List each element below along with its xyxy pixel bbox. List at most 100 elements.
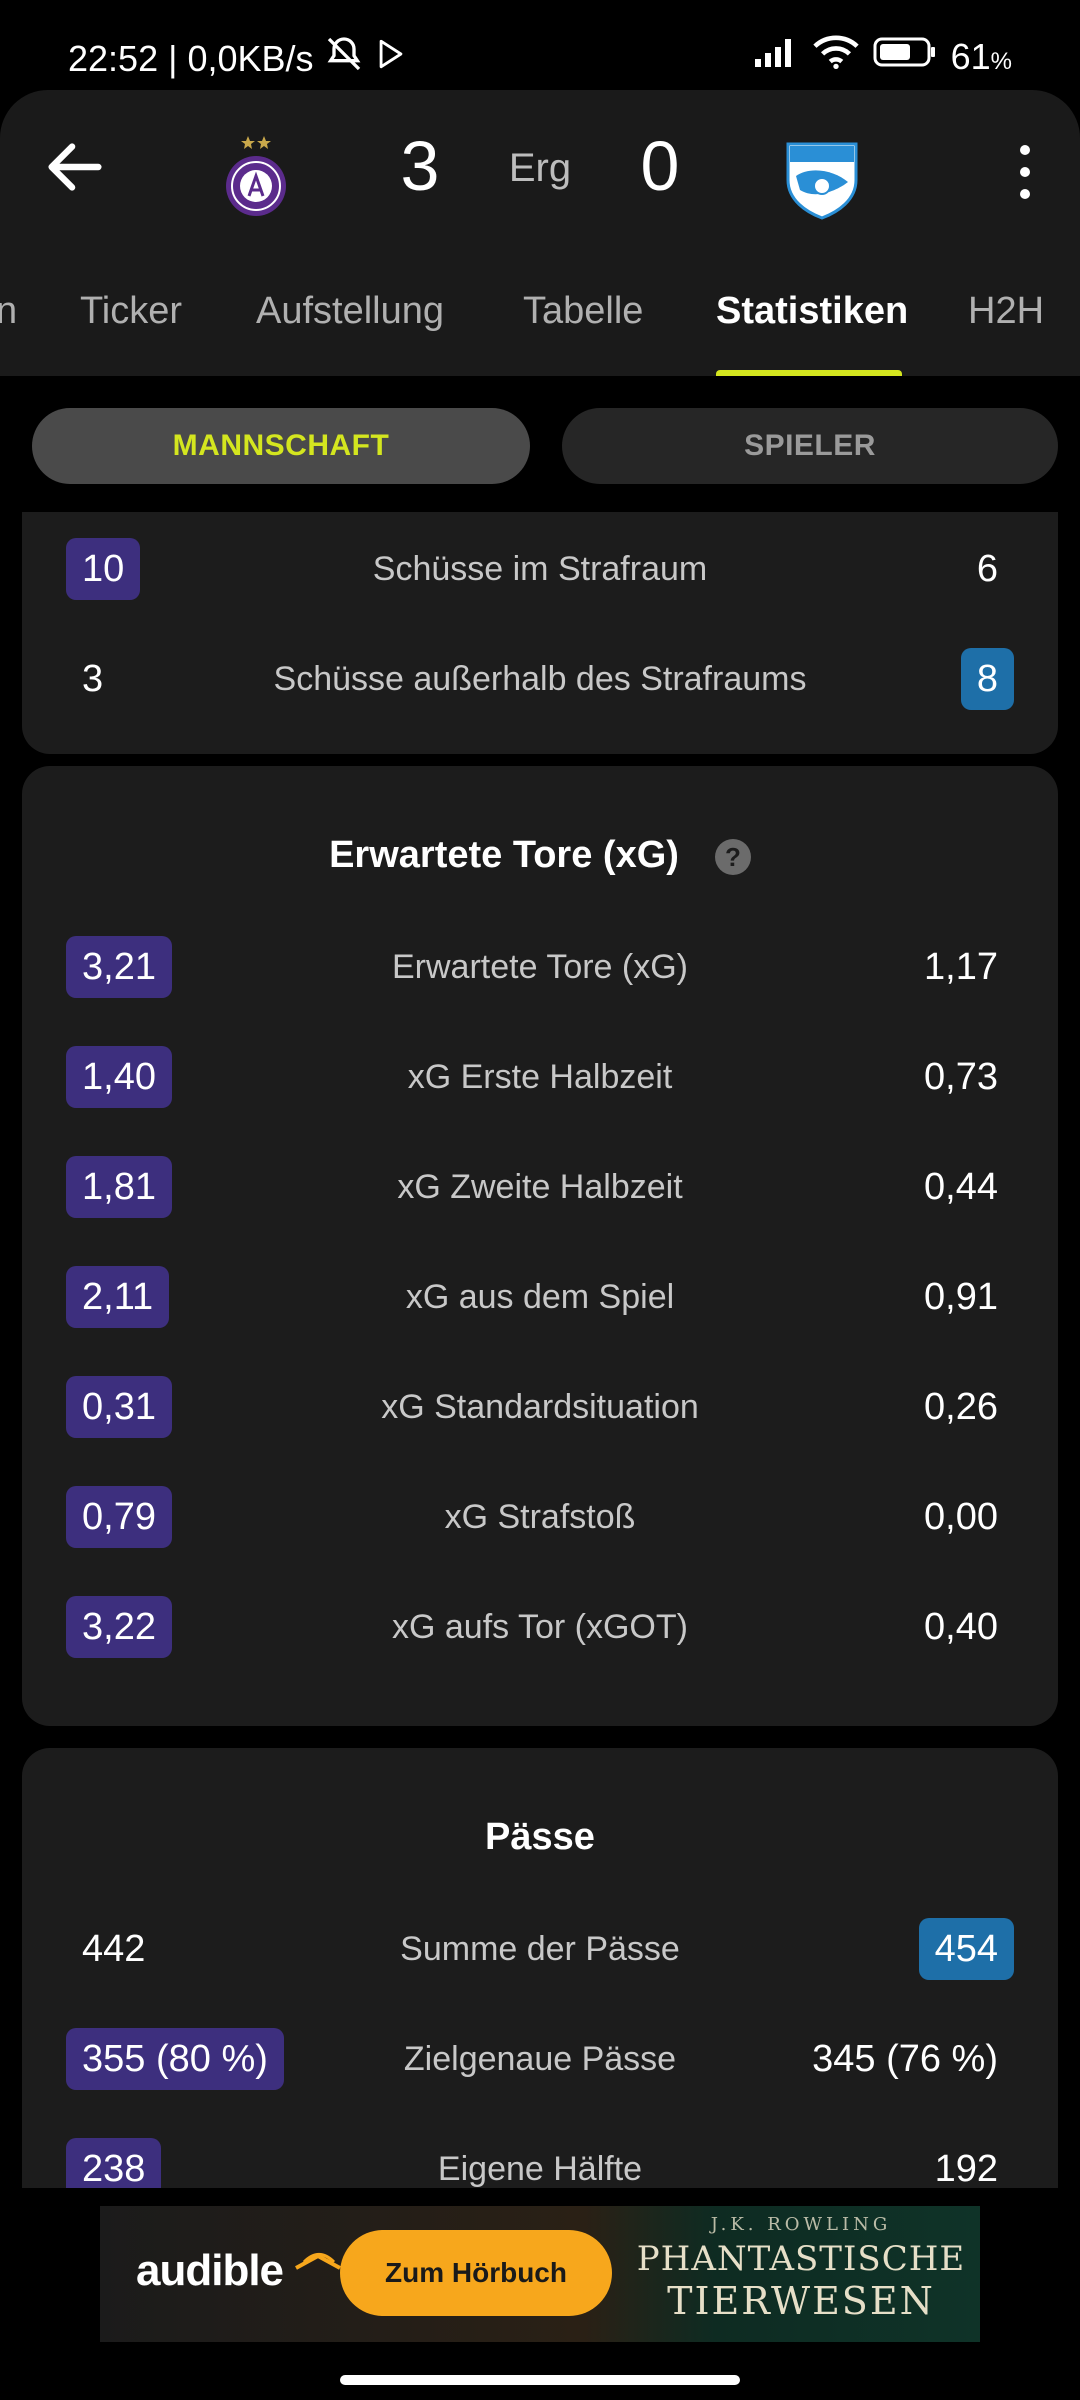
stat-away-value: 8 [960,648,1014,710]
battery-value: 61 [950,35,991,77]
austria-wien-crest-icon[interactable] [216,130,296,220]
stats-content[interactable]: 10 Schüsse im Strafraum 6 3 Schüsse auße… [0,512,1080,2188]
stat-label: xG aus dem Spiel [405,1278,675,1316]
help-icon[interactable]: ? [714,838,751,875]
stat-row: 1,40 xG Erste Halbzeit 0,73 [22,1044,1058,1110]
stat-away: 1,17 [908,934,1014,1000]
stat-home: 2,11 [66,1264,170,1330]
stat-home-value: 0,31 [66,1376,172,1438]
battery-icon [873,35,937,78]
stat-away-value: 192 [934,2147,998,2189]
stat-row: 3 Schüsse außerhalb des Strafraums 8 [22,646,1058,712]
shots-card: 10 Schüsse im Strafraum 6 3 Schüsse auße… [22,512,1058,754]
stat-row: 1,81 xG Zweite Halbzeit 0,44 [22,1154,1058,1220]
tab-aufstellung[interactable]: Aufstellung [256,290,445,332]
ad-banner[interactable]: audible Zum Hörbuch J.K. ROWLING PHANTAS… [100,2206,980,2342]
stat-row: 355 (80 %) Zielgenaue Pässe 345 (76 %) [22,2026,1058,2092]
xg-title-text: Erwartete Tore (xG) [329,834,679,876]
stat-row: 2,11 xG aus dem Spiel 0,91 [22,1264,1058,1330]
stat-away-value: 454 [918,1918,1014,1980]
audible-waves-icon [295,2253,342,2270]
segment-team-button[interactable]: MANNSCHAFT [32,408,530,484]
stat-home-value: 1,40 [66,1046,172,1108]
passes-title: Pässe [485,1816,595,1858]
stat-away-value: 1,17 [924,945,998,988]
stat-home-value: 10 [66,538,141,600]
play-store-icon [374,37,408,80]
passes-card: Pässe 442 Summe der Pässe 454 355 (80 %)… [22,1748,1058,2188]
stat-away: 0,44 [908,1154,1014,1220]
stat-home: 1,40 [66,1044,172,1110]
status-right: 61% [753,34,1012,79]
stat-away: 0,00 [908,1484,1014,1550]
wifi-icon [812,34,859,79]
signal-icon [753,35,799,78]
stat-row: 10 Schüsse im Strafraum 6 [22,536,1058,602]
ad-author: J.K. ROWLING [710,2214,892,2235]
stat-home-value: 2,11 [66,1266,170,1328]
match-header: 3 Erg 0 n Ticker Aufstellung Tabelle Sta… [0,90,1080,378]
away-score: 0 [640,127,680,205]
home-score: 3 [400,127,440,205]
home-gesture-bar[interactable] [340,2375,740,2385]
stat-home-value: 0,79 [66,1486,172,1548]
stat-label: Eigene Hälfte [437,2150,643,2188]
tab-h2h[interactable]: H2H [968,290,1045,332]
stat-row: 442 Summe der Pässe 454 [22,1916,1058,1982]
tab-partial[interactable]: n [0,290,18,332]
stat-away: 192 [919,2136,1014,2189]
stat-home-value: 1,81 [66,1156,172,1218]
stat-home: 238 [66,2136,162,2188]
stat-row: 0,79 xG Strafstoß 0,00 [22,1484,1058,1550]
audible-logo: audible [136,2246,346,2296]
stat-home-value: 238 [66,2138,162,2188]
stat-home-value: 442 [82,1927,146,1970]
audible-brand: audible [136,2246,284,2295]
stat-home: 0,31 [66,1374,172,1440]
stat-away: 0,40 [908,1594,1014,1660]
battery-unit: % [990,47,1012,75]
bell-muted-icon [324,34,364,83]
tab-statistiken[interactable]: Statistiken [716,290,909,332]
stat-away: 6 [961,536,1014,602]
stat-home: 355 (80 %) [66,2026,284,2092]
ad-cta-button[interactable]: Zum Hörbuch [340,2230,612,2316]
back-arrow-icon[interactable] [40,132,110,202]
match-status: Erg [508,146,572,190]
more-menu-icon[interactable] [1000,132,1050,212]
tab-bar: n Ticker Aufstellung Tabelle Statistiken… [0,290,1080,376]
battery-percent: 61% [951,36,1012,78]
ad-book-cover: J.K. ROWLING PHANTASTISCHE TIERWESEN [636,2214,966,2323]
tsv-hartberg-crest-icon[interactable] [782,130,862,220]
stat-away-value: 0,40 [924,1605,998,1648]
status-left: 22:52 | 0,0KB/s [68,34,408,83]
stat-row: 0,31 xG Standardsituation 0,26 [22,1374,1058,1440]
stat-home: 3 [66,646,119,712]
stat-away: 345 (76 %) [796,2026,1014,2092]
stat-label: Summe der Pässe [400,1930,680,1968]
stat-label: Schüsse außerhalb des Strafraums [273,660,807,698]
stat-home-value: 3,22 [66,1596,172,1658]
stat-away-value: 0,26 [924,1385,998,1428]
stat-home: 1,81 [66,1154,172,1220]
stat-row: 3,21 Erwartete Tore (xG) 1,17 [22,934,1058,1000]
stat-label: xG Erste Halbzeit [407,1058,673,1096]
tab-tabelle[interactable]: Tabelle [523,290,644,332]
stat-home: 10 [66,536,141,602]
status-time: 22:52 | 0,0KB/s [68,37,314,79]
segment-player-button[interactable]: SPIELER [562,408,1058,484]
status-bar: 22:52 | 0,0KB/s 61% [0,0,1080,90]
tab-ticker[interactable]: Ticker [80,290,183,332]
ad-title-line1: PHANTASTISCHE [636,2239,966,2279]
stat-home: 3,21 [66,934,172,1000]
stat-away-value: 345 (76 %) [812,2037,998,2080]
stat-row: 3,22 xG aufs Tor (xGOT) 0,40 [22,1594,1058,1660]
stat-label: xG aufs Tor (xGOT) [392,1608,688,1646]
ad-title-line2: TIERWESEN [667,2279,935,2323]
stat-away-value: 0,44 [924,1165,998,1208]
stat-label: xG Zweite Halbzeit [397,1168,683,1206]
stat-away: 0,26 [908,1374,1014,1440]
stat-row: 238 Eigene Hälfte 192 [22,2136,1058,2188]
stat-away: 8 [960,646,1014,712]
stat-label: xG Standardsituation [381,1388,699,1426]
